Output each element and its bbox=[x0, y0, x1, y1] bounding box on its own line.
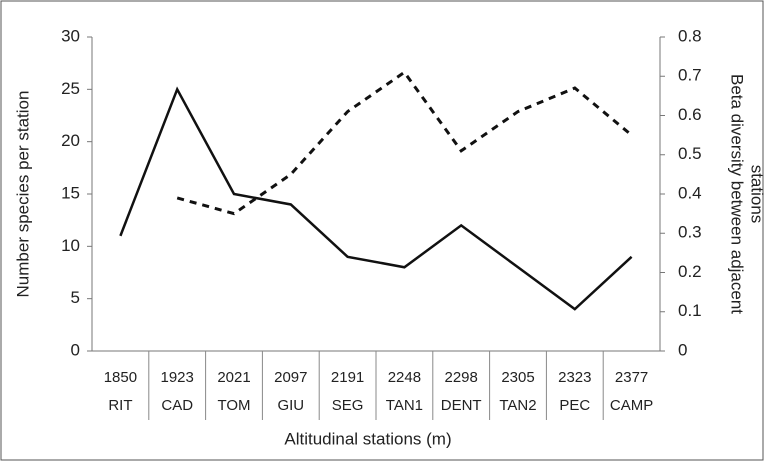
y-tick-label: 25 bbox=[61, 79, 80, 98]
x-tick-label: RIT bbox=[108, 397, 132, 414]
x-axis-label: Altitudinal stations (m) bbox=[284, 429, 451, 448]
y2-tick-label: 0.5 bbox=[678, 144, 702, 163]
y-tick-label: 5 bbox=[71, 288, 80, 307]
x-tick-label: TAN1 bbox=[386, 397, 423, 414]
x-tick-label: 2377 bbox=[615, 369, 648, 386]
data-line bbox=[176, 70, 633, 216]
x-tick-label: DENT bbox=[441, 397, 482, 414]
x-tick-label: TOM bbox=[217, 397, 250, 414]
y2-tick-label: 0.7 bbox=[678, 66, 702, 85]
y2-tick-label: 0.3 bbox=[678, 223, 702, 242]
x-tick-label: 2191 bbox=[331, 369, 364, 386]
y2-tick-label: 0.1 bbox=[678, 301, 702, 320]
y-tick-label: 30 bbox=[61, 26, 80, 45]
x-tick-label: PEC bbox=[559, 397, 590, 414]
y2-tick-label: 0.2 bbox=[678, 262, 702, 281]
y2-tick-label: 0.4 bbox=[678, 183, 702, 202]
x-tick-label: 1923 bbox=[161, 369, 194, 386]
y-axis-label: Number species per station bbox=[13, 91, 32, 298]
x-tick-label: 2305 bbox=[501, 369, 534, 386]
y-tick-label: 0 bbox=[71, 340, 80, 359]
x-tick-label: GIU bbox=[277, 397, 304, 414]
x-tick-label: CAD bbox=[161, 397, 193, 414]
x-tick-label: 2097 bbox=[274, 369, 307, 386]
data-line bbox=[119, 86, 633, 311]
y-tick-label: 20 bbox=[61, 131, 80, 150]
x-tick-label: TAN2 bbox=[499, 397, 536, 414]
x-tick-label: 1850 bbox=[104, 369, 137, 386]
x-tick-label: 2248 bbox=[388, 369, 421, 386]
x-tick-label: 2021 bbox=[217, 369, 250, 386]
y2-axis-label: stations bbox=[748, 165, 764, 224]
y-tick-label: 10 bbox=[61, 236, 80, 255]
y2-tick-label: 0 bbox=[678, 340, 687, 359]
y2-tick-label: 0.6 bbox=[678, 105, 702, 124]
y-tick-label: 15 bbox=[61, 183, 80, 202]
x-tick-label: CAMP bbox=[610, 397, 653, 414]
x-tick-label: SEG bbox=[332, 397, 364, 414]
y2-tick-label: 0.8 bbox=[678, 26, 702, 45]
x-tick-label: 2323 bbox=[558, 369, 591, 386]
y2-axis-label: Beta diversity between adjacent bbox=[728, 74, 747, 314]
x-tick-label: 2298 bbox=[445, 369, 478, 386]
